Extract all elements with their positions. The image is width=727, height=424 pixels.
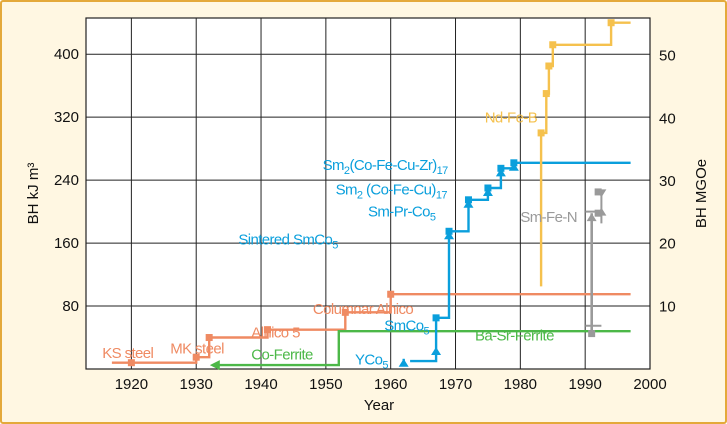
data-marker [497,164,505,172]
annotation-label: Sm2(Co-Fe-Cu-Zr)17 [323,157,449,177]
annotation-label: YCo5 [355,351,388,371]
data-marker [264,326,272,334]
arrow-head [431,346,442,355]
y-left-tick-label: 80 [62,298,79,315]
data-marker [192,353,200,361]
annotation-label: Sintered SmCo5 [238,232,338,252]
data-marker [341,308,349,316]
y-left-axis-title: BH kJ m³ [25,163,42,225]
data-marker [127,359,135,367]
data-marker [432,314,440,322]
arrow-head [596,207,607,216]
annotation-label: Sm-Fe-N [520,209,577,226]
x-tick-label: 1920 [115,376,148,393]
y-right-tick-label: 50 [659,48,676,65]
data-marker [484,184,492,192]
y-left-tick-label: 240 [54,172,79,189]
y-left-tick-label: 160 [54,235,79,252]
data-marker [387,290,395,298]
arrow-head [444,231,455,240]
x-axis-title: Year [364,397,394,414]
arrow-head [463,199,474,208]
data-marker [542,90,550,98]
arrow-head [398,358,409,367]
series-line-ferrite [215,330,631,367]
x-tick-label: 1950 [309,376,342,393]
x-tick-label: 1970 [439,376,472,393]
sm-fe-n-bracket [585,191,603,224]
data-marker [510,159,518,167]
plot-area [86,18,650,369]
annotation-label: MK steel [170,340,224,357]
plot-border [85,17,651,370]
arrow-head [209,360,220,371]
data-marker [205,334,213,342]
x-tick-label: 1980 [504,376,537,393]
data-marker [549,41,557,49]
y-left-tick-label: 320 [54,109,79,126]
annotation-label: Nd-Fe-B [485,110,538,127]
arrow-head [596,189,607,198]
arrow-head [495,168,506,177]
y-left-tick-label: 400 [54,46,79,63]
arrow-head [482,187,493,196]
data-marker [607,19,615,27]
y-right-tick-label: 40 [659,110,676,127]
data-marker [445,227,453,235]
x-tick-label: 2000 [633,376,666,393]
annotation-label: SmCo5 [384,317,429,337]
annotation-label: Alnico 5 [251,325,300,342]
y-right-tick-label: 20 [659,236,676,253]
data-marker [545,62,553,70]
annotation-label: Ba-Sr-Ferrite [475,328,554,345]
annotation-label: Columnar Alnico [313,301,413,318]
annotation-label: Sm-Pr-Co5 [368,203,436,223]
annotation-label: Co-Ferrite [251,347,313,364]
x-tick-label: 1960 [374,376,407,393]
y-right-axis-title: BH MGOe [693,159,710,228]
annotation-label: Sm2 (Co-Fe-Cu)17 [336,181,448,201]
arrow-head [508,162,519,171]
x-tick-label: 1930 [180,376,213,393]
annotation-label: KS steel [102,345,153,362]
y-right-tick-label: 30 [659,173,676,190]
y-right-tick-label: 10 [659,298,676,315]
x-tick-label: 1940 [244,376,277,393]
data-marker [464,196,472,204]
arrow-head [586,213,597,222]
x-tick-label: 1990 [568,376,601,393]
data-marker [537,129,545,137]
